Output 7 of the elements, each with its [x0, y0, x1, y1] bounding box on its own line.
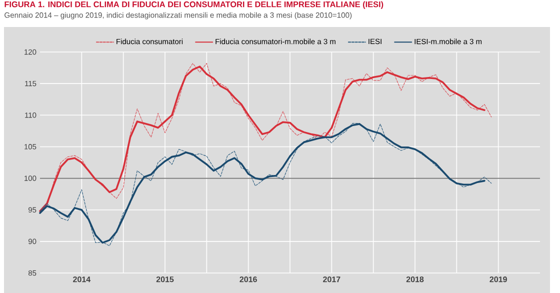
x-tick-label: 2019	[490, 276, 507, 282]
x-tick-label: 2014	[73, 276, 91, 282]
x-tick-label: 2017	[323, 276, 340, 282]
x-tick-label: 2015	[156, 276, 174, 282]
chart-title: FIGURA 1. INDICI DEL CLIMA DI FIDUCIA DEI CONSUMATORI E DELLE IMPRESE ITALIANE (IESI)	[4, 1, 384, 9]
x-tick-label: 2018	[406, 276, 424, 282]
x-tick-label: 2016	[240, 276, 257, 282]
